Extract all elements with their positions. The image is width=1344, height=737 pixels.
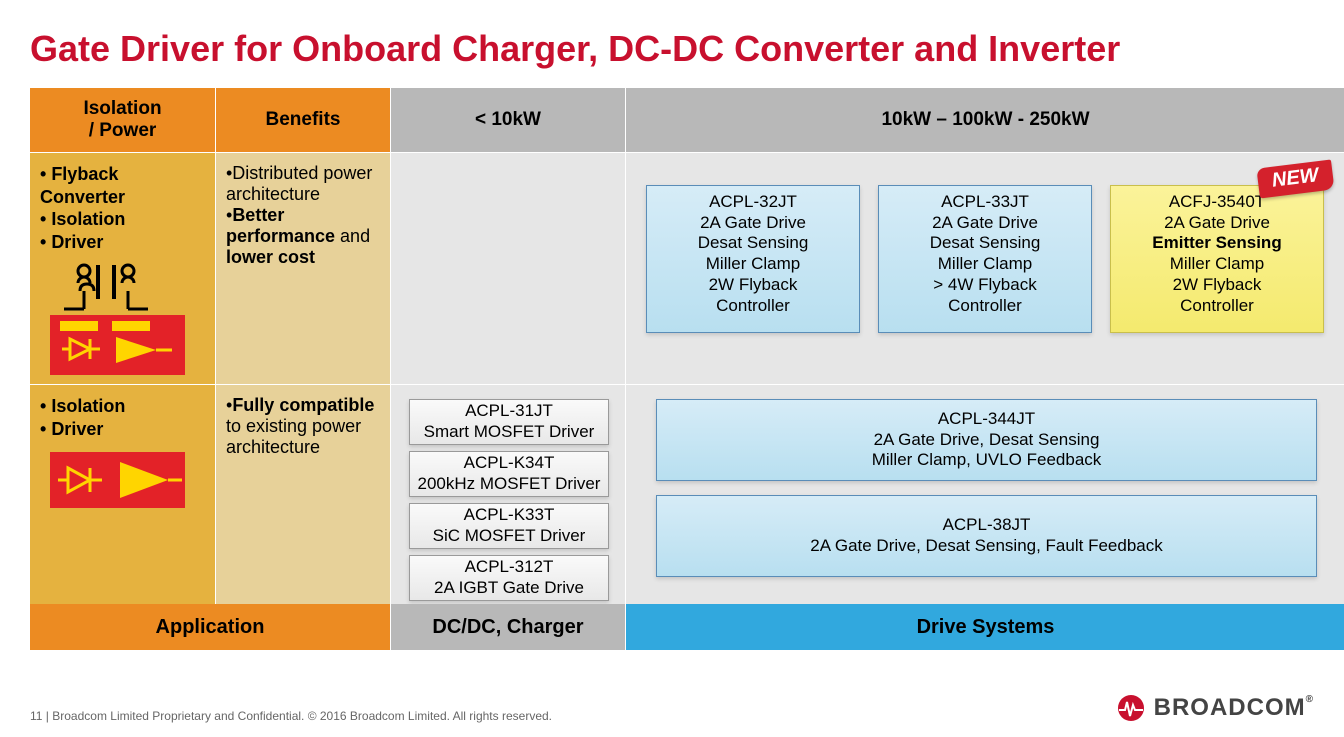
ftr-application: Application xyxy=(30,604,390,650)
card-line: ACPL-31JT xyxy=(416,401,602,422)
row1-benefits: •Distributed power architecture•Better p… xyxy=(215,152,390,384)
card-line: 2W Flyback xyxy=(653,275,853,296)
card-line: Emitter Sensing xyxy=(1117,233,1317,254)
card-line: 2W Flyback xyxy=(1117,275,1317,296)
card-line: 2A Gate Drive xyxy=(1117,213,1317,234)
row1-iso-bullets: Flyback Converter Isolation Driver xyxy=(40,163,207,253)
row2-hi-cards: ACPL-344JT 2A Gate Drive, Desat Sensing … xyxy=(636,399,1337,577)
row2-low-power-cell: ACPL-31JT Smart MOSFET Driver ACPL-K34T … xyxy=(390,384,625,604)
card-line: Controller xyxy=(653,296,853,317)
bullet: Driver xyxy=(40,231,207,254)
card-acfj-3540t: NEW ACFJ-3540T 2A Gate Drive Emitter Sen… xyxy=(1110,185,1324,333)
card-line: 2A Gate Drive xyxy=(653,213,853,234)
card-line: 2A Gate Drive xyxy=(885,213,1085,234)
card-acpl-k34t: ACPL-K34T 200kHz MOSFET Driver xyxy=(409,451,609,497)
card-line: 200kHz MOSFET Driver xyxy=(416,474,602,495)
broadcom-pulse-icon xyxy=(1116,693,1146,723)
row1-low-power-cell xyxy=(390,152,625,384)
registered-mark: ® xyxy=(1306,694,1314,705)
card-line: Miller Clamp, UVLO Feedback xyxy=(663,450,1310,471)
card-line: > 4W Flyback xyxy=(885,275,1085,296)
bullet: Isolation xyxy=(40,208,207,231)
card-acpl-32jt: ACPL-32JT 2A Gate Drive Desat Sensing Mi… xyxy=(646,185,860,333)
driver-schematic-icon xyxy=(40,448,207,517)
row1-high-power-cell: ACPL-32JT 2A Gate Drive Desat Sensing Mi… xyxy=(625,152,1344,384)
hdr-low-power: < 10kW xyxy=(390,88,625,152)
hdr-high-power: 10kW – 100kW - 250kW xyxy=(625,88,1344,152)
card-line: Miller Clamp xyxy=(1117,254,1317,275)
card-line: Controller xyxy=(885,296,1085,317)
row2-low-cards: ACPL-31JT Smart MOSFET Driver ACPL-K34T … xyxy=(401,399,617,601)
card-line: ACPL-K33T xyxy=(416,505,602,526)
card-line: Desat Sensing xyxy=(885,233,1085,254)
logo-text: BROADCOM® xyxy=(1154,694,1314,722)
card-line: ACPL-32JT xyxy=(653,192,853,213)
bullet: Isolation xyxy=(40,395,207,418)
card-line: ACPL-33JT xyxy=(885,192,1085,213)
card-acpl-k33t: ACPL-K33T SiC MOSFET Driver xyxy=(409,503,609,549)
card-line: Smart MOSFET Driver xyxy=(416,422,602,443)
card-line: 2A Gate Drive, Desat Sensing xyxy=(663,430,1310,451)
row2-iso-bullets: Isolation Driver xyxy=(40,395,207,440)
row1-isolation: Flyback Converter Isolation Driver xyxy=(30,152,215,384)
hdr-text: / Power xyxy=(30,120,215,142)
card-line: Controller xyxy=(1117,296,1317,317)
card-line: Miller Clamp xyxy=(653,254,853,275)
card-line: Desat Sensing xyxy=(653,233,853,254)
ftr-dcdc-charger: DC/DC, Charger xyxy=(390,604,625,650)
hdr-benefits: Benefits xyxy=(215,88,390,152)
row1-benefits-text: •Distributed power architecture•Better p… xyxy=(226,163,382,268)
card-acpl-344jt: ACPL-344JT 2A Gate Drive, Desat Sensing … xyxy=(656,399,1317,481)
card-line: SiC MOSFET Driver xyxy=(416,526,602,547)
comparison-table: Isolation / Power Benefits < 10kW 10kW –… xyxy=(30,88,1320,650)
bullet: Flyback Converter xyxy=(40,163,207,208)
page-footer: 11 | Broadcom Limited Proprietary and Co… xyxy=(30,693,1314,723)
card-line: 2A Gate Drive, Desat Sensing, Fault Feed… xyxy=(663,536,1310,557)
row2-benefits-text: •Fully compatible to existing power arch… xyxy=(226,395,382,458)
card-acpl-33jt: ACPL-33JT 2A Gate Drive Desat Sensing Mi… xyxy=(878,185,1092,333)
card-line: ACPL-312T xyxy=(416,557,602,578)
ftr-drive-systems: Drive Systems xyxy=(625,604,1344,650)
row2-benefits: •Fully compatible to existing power arch… xyxy=(215,384,390,604)
card-acpl-38jt: ACPL-38JT 2A Gate Drive, Desat Sensing, … xyxy=(656,495,1317,577)
hdr-isolation-power: Isolation / Power xyxy=(30,88,215,152)
card-acpl-31jt: ACPL-31JT Smart MOSFET Driver xyxy=(409,399,609,445)
card-line: ACPL-K34T xyxy=(416,453,602,474)
card-line: ACPL-344JT xyxy=(663,409,1310,430)
hdr-text: Isolation xyxy=(30,98,215,120)
flyback-schematic-icon xyxy=(40,261,195,376)
card-line: ACPL-38JT xyxy=(663,515,1310,536)
card-line: Miller Clamp xyxy=(885,254,1085,275)
page-title: Gate Driver for Onboard Charger, DC-DC C… xyxy=(0,0,1344,88)
bullet: Driver xyxy=(40,418,207,441)
row2-high-power-cell: ACPL-344JT 2A Gate Drive, Desat Sensing … xyxy=(625,384,1344,604)
card-acpl-312t: ACPL-312T 2A IGBT Gate Drive xyxy=(409,555,609,601)
new-badge-icon: NEW xyxy=(1257,160,1335,199)
card-line: 2A IGBT Gate Drive xyxy=(416,578,602,599)
broadcom-logo: BROADCOM® xyxy=(1116,693,1314,723)
row2-isolation: Isolation Driver xyxy=(30,384,215,604)
footer-copyright: 11 | Broadcom Limited Proprietary and Co… xyxy=(30,709,552,723)
row1-cards: ACPL-32JT 2A Gate Drive Desat Sensing Mi… xyxy=(636,185,1337,333)
